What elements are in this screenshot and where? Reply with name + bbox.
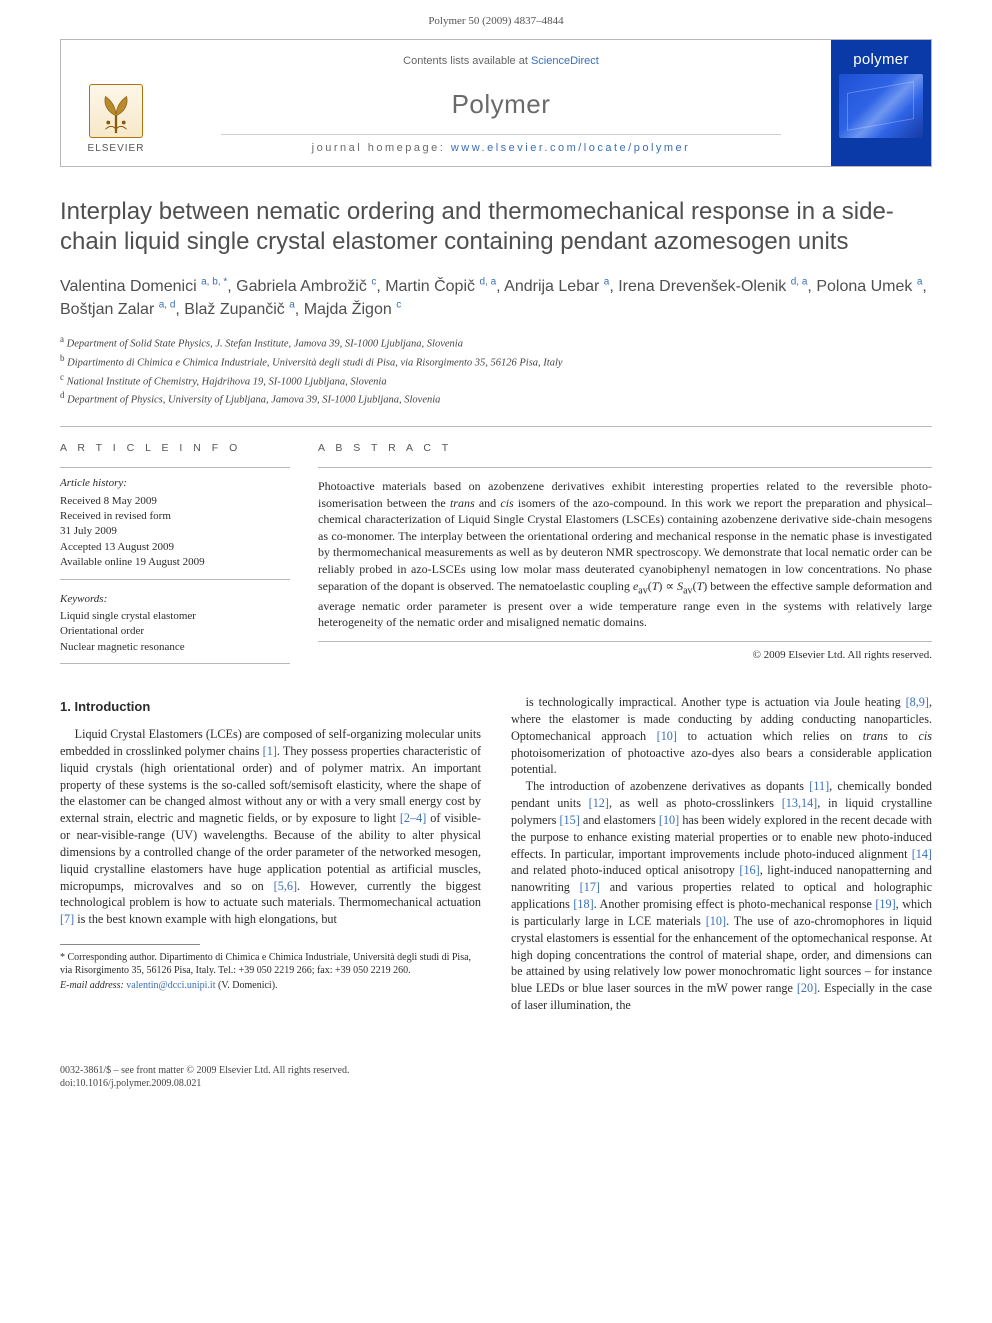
footer-line: doi:10.1016/j.polymer.2009.08.021 bbox=[60, 1077, 932, 1091]
cover-footer bbox=[880, 154, 882, 162]
journal-banner-center: Contents lists available at ScienceDirec… bbox=[171, 40, 831, 166]
publisher-logo-area: ELSEVIER bbox=[61, 40, 171, 166]
affiliation-line: c National Institute of Chemistry, Hajdr… bbox=[60, 371, 932, 390]
article-title: Interplay between nematic ordering and t… bbox=[60, 197, 932, 257]
affiliation-line: b Dipartimento di Chimica e Chimica Indu… bbox=[60, 352, 932, 371]
article-info-column: A R T I C L E I N F O Article history: R… bbox=[60, 427, 290, 664]
contents-available: Contents lists available at ScienceDirec… bbox=[181, 54, 821, 69]
cover-art-icon bbox=[839, 74, 923, 138]
sciencedirect-link[interactable]: ScienceDirect bbox=[531, 55, 599, 67]
keyword: Orientational order bbox=[60, 624, 290, 639]
affiliation-line: d Department of Physics, University of L… bbox=[60, 389, 932, 408]
info-abstract-row: A R T I C L E I N F O Article history: R… bbox=[60, 426, 932, 664]
journal-banner: ELSEVIER Contents lists available at Sci… bbox=[60, 39, 932, 167]
homepage-link[interactable]: www.elsevier.com/locate/polymer bbox=[451, 142, 691, 154]
elsevier-wordmark: ELSEVIER bbox=[88, 142, 145, 156]
body-two-columns: 1. Introduction Liquid Crystal Elastomer… bbox=[60, 694, 932, 1014]
journal-name: Polymer bbox=[181, 87, 821, 122]
cover-title: polymer bbox=[853, 50, 908, 70]
keywords-label: Keywords: bbox=[60, 592, 290, 607]
history-line: Received 8 May 2009 bbox=[60, 494, 290, 509]
contents-prefix: Contents lists available at bbox=[403, 55, 531, 67]
journal-homepage: journal homepage: www.elsevier.com/locat… bbox=[221, 134, 781, 156]
homepage-prefix: journal homepage: bbox=[312, 142, 451, 154]
footnotes: * Corresponding author. Dipartimento di … bbox=[60, 951, 481, 992]
article-history-block: Article history: Received 8 May 2009 Rec… bbox=[60, 467, 290, 579]
section-heading: 1. Introduction bbox=[60, 698, 481, 716]
keywords-block: Keywords: Liquid single crystal elastome… bbox=[60, 590, 290, 665]
footer-line: 0032-3861/$ – see front matter © 2009 El… bbox=[60, 1064, 932, 1078]
abstract-column: A B S T R A C T Photoactive materials ba… bbox=[318, 427, 932, 664]
elsevier-logo: ELSEVIER bbox=[81, 76, 151, 156]
keyword: Liquid single crystal elastomer bbox=[60, 609, 290, 624]
author-list: Valentina Domenici a, b, *, Gabriela Amb… bbox=[60, 275, 932, 321]
history-line: Available online 19 August 2009 bbox=[60, 555, 290, 570]
footnote-separator bbox=[60, 944, 200, 945]
corresponding-email-link[interactable]: valentin@dcci.unipi.it bbox=[126, 980, 215, 991]
keyword: Nuclear magnetic resonance bbox=[60, 640, 290, 655]
email-label: E-mail address: bbox=[60, 980, 124, 991]
history-line: Received in revised form bbox=[60, 509, 290, 524]
body-paragraph: The introduction of azobenzene derivativ… bbox=[511, 778, 932, 1014]
history-label: Article history: bbox=[60, 476, 290, 491]
history-line: 31 July 2009 bbox=[60, 524, 290, 539]
history-line: Accepted 13 August 2009 bbox=[60, 540, 290, 555]
citation: Polymer 50 (2009) 4837–4844 bbox=[428, 15, 563, 27]
email-line: E-mail address: valentin@dcci.unipi.it (… bbox=[60, 979, 481, 992]
corresponding-author-note: * Corresponding author. Dipartimento di … bbox=[60, 951, 481, 977]
affiliation-line: a Department of Solid State Physics, J. … bbox=[60, 333, 932, 352]
page-footer: 0032-3861/$ – see front matter © 2009 El… bbox=[0, 1054, 992, 1111]
running-head: Polymer 50 (2009) 4837–4844 bbox=[0, 0, 992, 39]
body-paragraph: Liquid Crystal Elastomers (LCEs) are com… bbox=[60, 726, 481, 928]
abstract-copyright: © 2009 Elsevier Ltd. All rights reserved… bbox=[318, 642, 932, 663]
body-paragraph: is technologically impractical. Another … bbox=[511, 694, 932, 778]
email-suffix: (V. Domenici). bbox=[218, 980, 278, 991]
journal-cover-thumb: polymer bbox=[831, 40, 931, 166]
elsevier-tree-icon bbox=[89, 84, 143, 138]
article-content: Interplay between nematic ordering and t… bbox=[0, 197, 992, 1054]
article-info-heading: A R T I C L E I N F O bbox=[60, 441, 290, 455]
affiliations: a Department of Solid State Physics, J. … bbox=[60, 333, 932, 408]
abstract-heading: A B S T R A C T bbox=[318, 441, 932, 455]
abstract-text: Photoactive materials based on azobenzen… bbox=[318, 467, 932, 642]
